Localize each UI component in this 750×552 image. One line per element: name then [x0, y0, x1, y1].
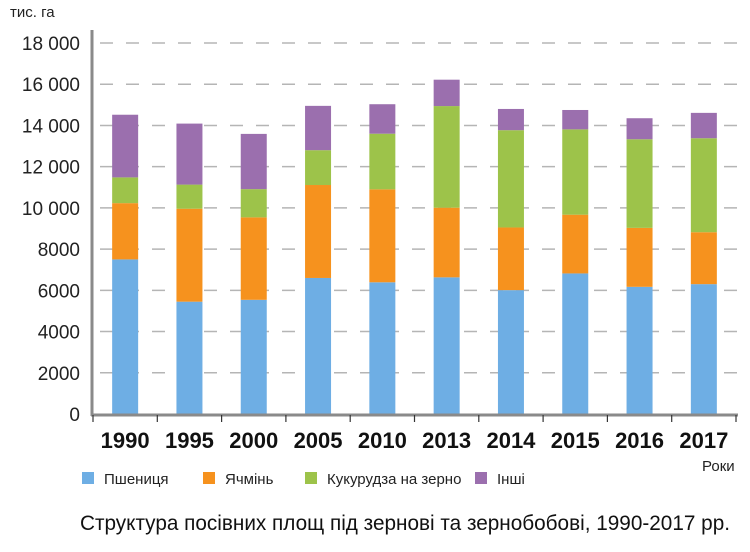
gridlines [100, 42, 740, 374]
bar-2010-series-3 [369, 104, 396, 134]
legend-label: Пшениця [104, 471, 169, 488]
bar-2005-series-3 [305, 105, 332, 151]
bar-2017-series-2 [690, 138, 717, 233]
bar-2016-series-3 [626, 118, 653, 140]
bar-1995-series-2 [176, 184, 203, 209]
y-tick-label: 0 [69, 405, 80, 426]
y-tick-label: 16 000 [22, 75, 80, 96]
chart-title: Структура посівних площ під зернові та з… [80, 512, 730, 535]
y-axis-ticks: 0 2000 4000 6000 8000 10 000 12 000 14 000 16 00… [22, 34, 80, 426]
y-tick-label: 8000 [38, 240, 80, 261]
bar-1990-series-0 [112, 259, 139, 414]
x-tick-label: 2000 [229, 428, 278, 453]
y-tick-label: 12 000 [22, 158, 80, 179]
y-tick-label: 4000 [38, 323, 80, 344]
bar-2015-series-3 [562, 109, 589, 130]
bar-2005-series-1 [305, 185, 332, 278]
bar-2010-series-0 [369, 282, 396, 414]
bar-2014-series-0 [497, 290, 524, 414]
bar-2015-series-1 [562, 214, 589, 274]
bar-2014-series-2 [497, 130, 524, 228]
legend-item: Кукурудза на зерно [305, 471, 461, 488]
y-tick-label: 2000 [38, 364, 80, 385]
x-tick-label: 2013 [422, 428, 471, 453]
bars [112, 79, 717, 414]
x-tick-label: 2017 [679, 428, 728, 453]
legend-swatch [305, 472, 317, 484]
bar-2017-series-3 [690, 112, 717, 139]
y-tick-label: 10 000 [22, 199, 80, 220]
bar-2010-series-1 [369, 189, 396, 283]
bar-2015-series-2 [562, 129, 589, 215]
x-tick-label: 2015 [551, 428, 600, 453]
legend-label: Кукурудза на зерно [327, 471, 461, 488]
x-tick-label: 2016 [615, 428, 664, 453]
bar-2005-series-0 [305, 277, 332, 414]
legend-swatch [475, 472, 487, 484]
bar-2014-series-1 [497, 227, 524, 291]
bar-2017-series-0 [690, 284, 717, 414]
x-tick-label: 1995 [165, 428, 214, 453]
bar-2014-series-3 [497, 108, 524, 131]
legend-swatch [82, 472, 94, 484]
bar-2000-series-0 [240, 299, 267, 414]
x-axis-label: Роки [702, 458, 735, 475]
bar-2010-series-2 [369, 133, 396, 190]
bar-2013-series-2 [433, 106, 460, 208]
bar-2016-series-2 [626, 139, 653, 228]
bar-1995-series-1 [176, 208, 203, 302]
legend-item: Ячмінь [203, 471, 274, 488]
bar-1990-series-2 [112, 177, 139, 204]
bar-2017-series-1 [690, 232, 717, 285]
y-axis-label: тис. га [10, 4, 55, 21]
legend-label: Інші [497, 471, 525, 488]
legend-label: Ячмінь [225, 471, 274, 488]
x-tick-label: 2005 [294, 428, 343, 453]
bar-2005-series-2 [305, 150, 332, 186]
y-tick-label: 6000 [38, 281, 80, 302]
legend-swatch [203, 472, 215, 484]
legend: Пшениця Ячмінь Кукурудза на зерно Інші [82, 471, 525, 488]
bar-2013-series-1 [433, 207, 460, 278]
bar-2000-series-2 [240, 189, 267, 218]
legend-item: Інші [475, 471, 525, 488]
x-tick-label: 2010 [358, 428, 407, 453]
bar-1995-series-0 [176, 301, 203, 414]
legend-item: Пшениця [82, 471, 169, 488]
bar-1995-series-3 [176, 123, 203, 185]
x-tick-label: 1990 [101, 428, 150, 453]
bar-2015-series-0 [562, 273, 589, 414]
bar-2013-series-3 [433, 79, 460, 107]
x-axis-ticks: 1990 1995 2000 2005 2010 2013 2014 2015 2016 2017 [92, 415, 737, 453]
bar-2000-series-3 [240, 133, 267, 190]
bar-2016-series-0 [626, 286, 653, 414]
bar-2000-series-1 [240, 217, 267, 300]
bar-1990-series-3 [112, 114, 139, 178]
y-tick-label: 14 000 [22, 116, 80, 137]
bar-1990-series-1 [112, 203, 139, 260]
bar-2013-series-0 [433, 277, 460, 414]
x-tick-label: 2014 [486, 428, 536, 453]
bar-2016-series-1 [626, 227, 653, 287]
y-tick-label: 18 000 [22, 34, 80, 55]
